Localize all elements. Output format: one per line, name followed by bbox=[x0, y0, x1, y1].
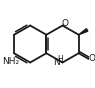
Text: N: N bbox=[54, 58, 60, 67]
Text: O: O bbox=[89, 54, 95, 63]
Text: H: H bbox=[57, 55, 63, 64]
Text: O: O bbox=[61, 19, 68, 28]
Polygon shape bbox=[79, 29, 88, 35]
Text: NH₂: NH₂ bbox=[2, 57, 19, 66]
